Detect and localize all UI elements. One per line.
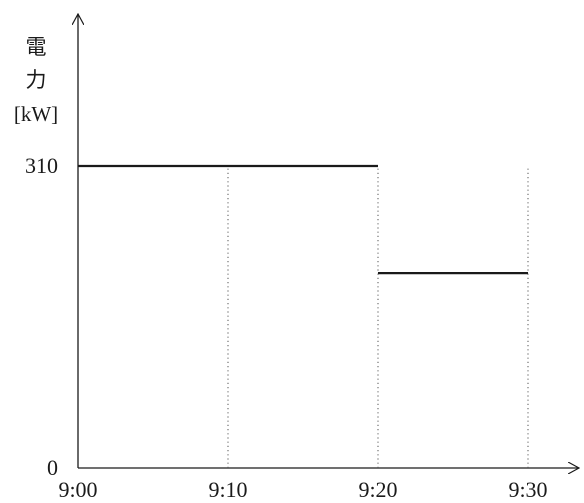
y-tick-labels: 0 310 bbox=[25, 153, 58, 480]
x-tick-label: 9:00 bbox=[58, 477, 97, 502]
x-tick-label: 9:30 bbox=[508, 477, 547, 502]
series-step-line bbox=[78, 164, 528, 275]
y-tick-label: 0 bbox=[47, 455, 58, 480]
y-axis-label: 電 力 [kW] bbox=[14, 35, 58, 126]
y-tick-label: 310 bbox=[25, 153, 58, 178]
y-axis-label-line: [kW] bbox=[14, 102, 58, 126]
x-tick-label: 9:20 bbox=[358, 477, 397, 502]
x-tick-label: 9:10 bbox=[208, 477, 247, 502]
gridlines bbox=[227, 166, 529, 468]
y-axis-label-line: 電 bbox=[26, 35, 47, 59]
x-tick-labels: 9:00 9:10 9:20 9:30 bbox=[58, 477, 547, 502]
y-axis-label-line: 力 bbox=[26, 68, 47, 92]
